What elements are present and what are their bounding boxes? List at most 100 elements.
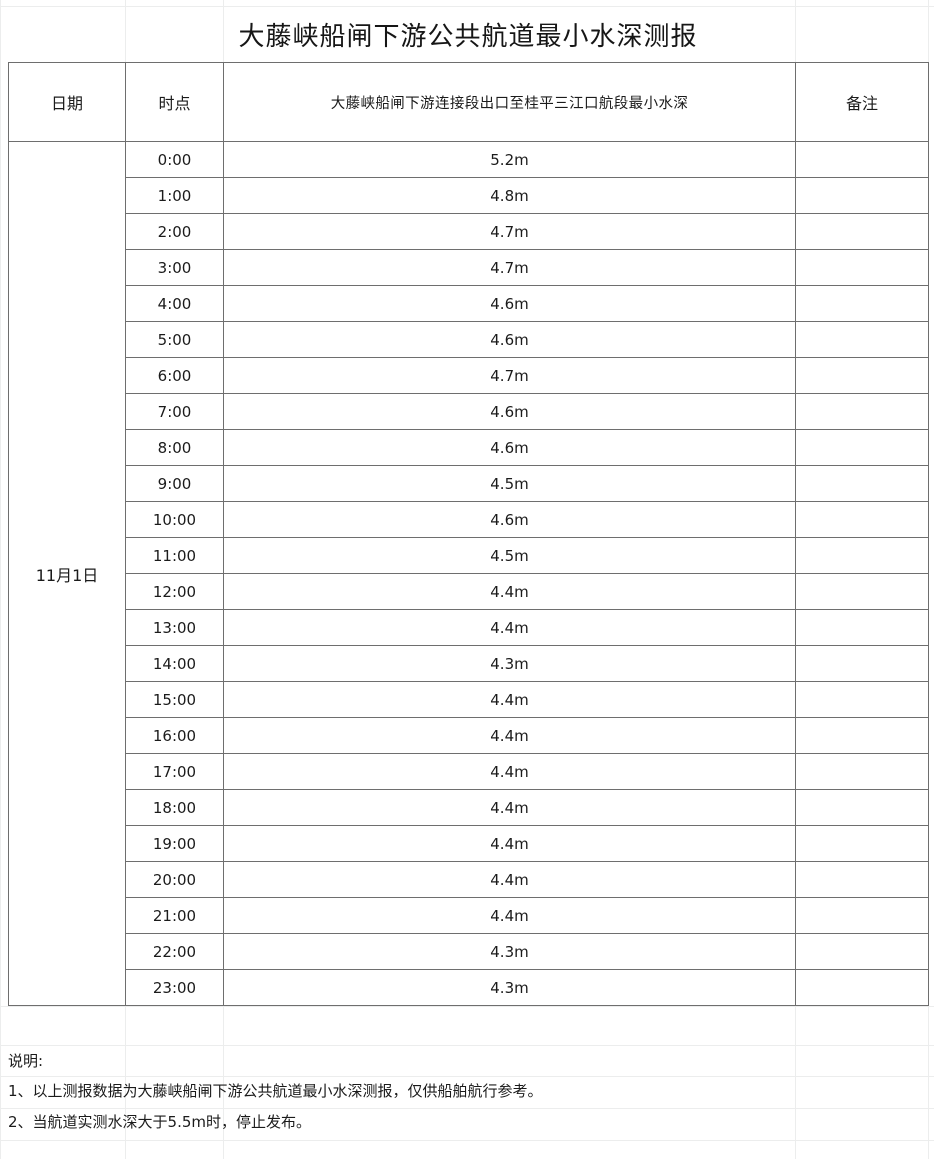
remark-cell	[795, 213, 929, 250]
table-row: 11月1日 0:00 5.2m	[8, 141, 929, 1006]
table-row: 14:00 4.3m	[9, 645, 929, 682]
remark-cell	[795, 429, 929, 466]
table-row: 15:00 4.4m	[9, 681, 929, 718]
depth-cell: 4.3m	[223, 645, 796, 682]
depth-cell: 4.7m	[223, 213, 796, 250]
table-row: 10:00 4.6m	[9, 501, 929, 538]
time-cell: 6:00	[125, 357, 224, 394]
remark-cell	[795, 609, 929, 646]
date-cell: 11月1日	[8, 141, 126, 1006]
depth-cell: 4.4m	[223, 573, 796, 610]
time-cell: 5:00	[125, 321, 224, 358]
depth-cell: 4.4m	[223, 861, 796, 898]
time-cell: 9:00	[125, 465, 224, 502]
table-body: 11月1日 0:00 5.2m 1:00 4.8m 2:00 4.7m 3:00 4.7m 4:0…	[8, 141, 929, 1006]
time-cell: 17:00	[125, 753, 224, 790]
time-cell: 1:00	[125, 177, 224, 214]
time-cell: 19:00	[125, 825, 224, 862]
time-cell: 8:00	[125, 429, 224, 466]
depth-cell: 4.4m	[223, 717, 796, 754]
remark-cell	[795, 789, 929, 826]
table-row: 4:00 4.6m	[9, 285, 929, 322]
remark-cell	[795, 645, 929, 682]
time-cell: 0:00	[125, 141, 224, 178]
remark-cell	[795, 753, 929, 790]
remark-cell	[795, 249, 929, 286]
time-cell: 13:00	[125, 609, 224, 646]
gridline-horizontal	[0, 6, 934, 7]
remark-cell	[795, 285, 929, 322]
column-header-date: 日期	[8, 62, 126, 142]
remark-cell	[795, 825, 929, 862]
remark-cell	[795, 933, 929, 970]
note-item-2: 2、当航道实测水深大于5.5m时，停止发布。	[8, 1113, 312, 1131]
time-cell: 16:00	[125, 717, 224, 754]
time-cell: 23:00	[125, 969, 224, 1006]
time-cell: 21:00	[125, 897, 224, 934]
table-row: 19:00 4.4m	[9, 825, 929, 862]
notes-heading: 说明:	[8, 1052, 44, 1070]
depth-cell: 4.4m	[223, 825, 796, 862]
depth-cell: 4.6m	[223, 501, 796, 538]
time-cell: 15:00	[125, 681, 224, 718]
water-depth-table: 日期 时点 大藤峡船闸下游连接段出口至桂平三江口航段最小水深 备注 11月1日 0…	[8, 62, 929, 1006]
remark-cell	[795, 573, 929, 610]
page-title: 大藤峡船闸下游公共航道最小水深测报	[238, 21, 698, 52]
table-row: 18:00 4.4m	[9, 789, 929, 826]
depth-cell: 4.6m	[223, 285, 796, 322]
time-cell: 20:00	[125, 861, 224, 898]
table-row: 23:00 4.3m	[9, 969, 929, 1006]
gridline-vertical	[0, 0, 1, 1159]
table-row: 7:00 4.6m	[9, 393, 929, 430]
remark-cell	[795, 321, 929, 358]
remark-cell	[795, 969, 929, 1006]
remark-cell	[795, 861, 929, 898]
time-cell: 2:00	[125, 213, 224, 250]
table-row: 2:00 4.7m	[9, 213, 929, 250]
time-cell: 4:00	[125, 285, 224, 322]
remark-cell	[795, 393, 929, 430]
table-row: 8:00 4.6m	[9, 429, 929, 466]
depth-cell: 4.4m	[223, 789, 796, 826]
depth-cell: 5.2m	[223, 141, 796, 178]
depth-cell: 4.7m	[223, 357, 796, 394]
notes-section: 说明: 1、以上测报数据为大藤峡船闸下游公共航道最小水深测报，仅供船舶航行参考。…	[8, 1046, 928, 1138]
time-cell: 3:00	[125, 249, 224, 286]
time-cell: 10:00	[125, 501, 224, 538]
table-row: 13:00 4.4m	[9, 609, 929, 646]
table-row: 9:00 4.5m	[9, 465, 929, 502]
remark-cell	[795, 141, 929, 178]
depth-cell: 4.4m	[223, 609, 796, 646]
time-cell: 22:00	[125, 933, 224, 970]
time-cell: 14:00	[125, 645, 224, 682]
remark-cell	[795, 357, 929, 394]
table-row: 12:00 4.4m	[9, 573, 929, 610]
table-row: 17:00 4.4m	[9, 753, 929, 790]
time-cell: 18:00	[125, 789, 224, 826]
depth-cell: 4.3m	[223, 969, 796, 1006]
table-row: 16:00 4.4m	[9, 717, 929, 754]
remark-cell	[795, 537, 929, 574]
table-row: 6:00 4.7m	[9, 357, 929, 394]
depth-cell: 4.6m	[223, 393, 796, 430]
depth-cell: 4.4m	[223, 897, 796, 934]
remark-cell	[795, 465, 929, 502]
remark-cell	[795, 177, 929, 214]
remark-cell	[795, 717, 929, 754]
note-item-1: 1、以上测报数据为大藤峡船闸下游公共航道最小水深测报，仅供船舶航行参考。	[8, 1082, 543, 1100]
depth-cell: 4.4m	[223, 681, 796, 718]
table-row: 1:00 4.8m	[9, 177, 929, 214]
title-band: 大藤峡船闸下游公共航道最小水深测报	[8, 8, 928, 60]
table-row: 5:00 4.6m	[9, 321, 929, 358]
table-row: 11:00 4.5m	[9, 537, 929, 574]
table-row: 3:00 4.7m	[9, 249, 929, 286]
time-cell: 11:00	[125, 537, 224, 574]
depth-cell: 4.5m	[223, 537, 796, 574]
column-header-time: 时点	[125, 62, 224, 142]
gridline-horizontal	[0, 1140, 934, 1141]
table-header-row: 日期 时点 大藤峡船闸下游连接段出口至桂平三江口航段最小水深 备注	[8, 62, 929, 142]
gridline-horizontal	[0, 1006, 934, 1007]
depth-cell: 4.7m	[223, 249, 796, 286]
depth-cell: 4.4m	[223, 753, 796, 790]
depth-cell: 4.6m	[223, 321, 796, 358]
